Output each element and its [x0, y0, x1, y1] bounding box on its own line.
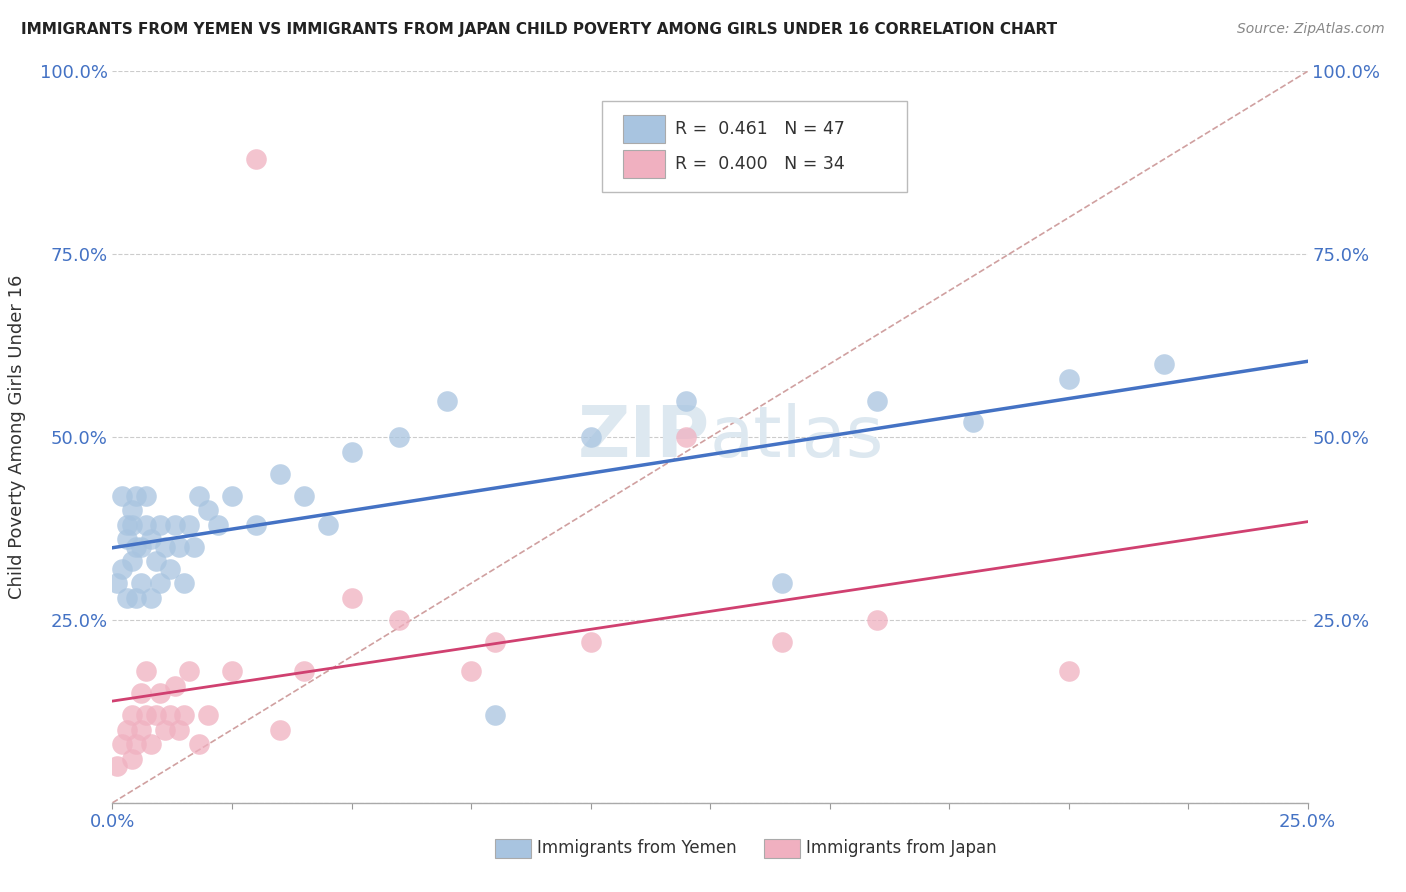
Point [579, 430, 602, 444]
FancyBboxPatch shape [603, 101, 907, 192]
Point [866, 393, 889, 408]
Point [197, 503, 219, 517]
Text: IMMIGRANTS FROM YEMEN VS IMMIGRANTS FROM JAPAN CHILD POVERTY AMONG GIRLS UNDER 1: IMMIGRANTS FROM YEMEN VS IMMIGRANTS FROM… [21, 22, 1057, 37]
Point [115, 533, 138, 547]
Point [187, 489, 209, 503]
Point [121, 517, 143, 532]
Point [436, 393, 458, 408]
Point [139, 533, 162, 547]
Point [340, 591, 363, 605]
Point [135, 517, 157, 532]
Text: Immigrants from Japan: Immigrants from Japan [806, 839, 997, 857]
Text: R =  0.461   N = 47: R = 0.461 N = 47 [675, 120, 845, 138]
Point [163, 517, 186, 532]
FancyBboxPatch shape [623, 151, 665, 178]
Point [105, 576, 128, 591]
Point [121, 503, 143, 517]
Point [316, 517, 339, 532]
Point [187, 737, 209, 751]
Point [115, 517, 138, 532]
Point [153, 540, 176, 554]
Point [183, 540, 205, 554]
Point [770, 576, 793, 591]
Point [121, 752, 143, 766]
Point [245, 152, 267, 166]
Point [135, 489, 157, 503]
Point [149, 517, 172, 532]
Point [484, 635, 506, 649]
Text: Immigrants from Yemen: Immigrants from Yemen [537, 839, 737, 857]
Text: atlas: atlas [710, 402, 884, 472]
Point [484, 708, 506, 723]
Point [111, 737, 134, 751]
Point [111, 489, 134, 503]
Point [388, 613, 411, 627]
Point [125, 489, 148, 503]
Text: ZIP: ZIP [578, 402, 710, 472]
Point [221, 664, 243, 678]
Point [121, 708, 143, 723]
Point [207, 517, 229, 532]
Point [173, 708, 195, 723]
Y-axis label: Child Poverty Among Girls Under 16: Child Poverty Among Girls Under 16 [7, 275, 25, 599]
Point [135, 708, 157, 723]
Point [173, 576, 195, 591]
Point [177, 517, 200, 532]
Point [675, 430, 697, 444]
Point [962, 416, 984, 430]
Point [153, 723, 176, 737]
Point [145, 554, 167, 568]
Point [129, 723, 152, 737]
Point [245, 517, 267, 532]
Point [115, 723, 138, 737]
Point [139, 591, 162, 605]
Text: R =  0.400   N = 34: R = 0.400 N = 34 [675, 155, 845, 173]
Point [460, 664, 482, 678]
Point [1057, 664, 1080, 678]
FancyBboxPatch shape [495, 839, 531, 858]
Point [115, 591, 138, 605]
Point [169, 540, 191, 554]
Text: Source: ZipAtlas.com: Source: ZipAtlas.com [1237, 22, 1385, 37]
Point [269, 467, 291, 481]
Point [125, 540, 148, 554]
Point [159, 708, 181, 723]
Point [135, 664, 157, 678]
Point [269, 723, 291, 737]
Point [149, 576, 172, 591]
Point [139, 737, 162, 751]
Point [292, 489, 315, 503]
Point [197, 708, 219, 723]
Point [221, 489, 243, 503]
Point [149, 686, 172, 700]
Point [292, 664, 315, 678]
FancyBboxPatch shape [763, 839, 800, 858]
Point [675, 393, 697, 408]
FancyBboxPatch shape [623, 115, 665, 143]
Point [1057, 371, 1080, 385]
Point [866, 613, 889, 627]
Point [177, 664, 200, 678]
Point [129, 686, 152, 700]
Point [125, 737, 148, 751]
Point [340, 444, 363, 458]
Point [388, 430, 411, 444]
Point [121, 554, 143, 568]
Point [1153, 357, 1175, 371]
Point [129, 576, 152, 591]
Point [111, 562, 134, 576]
Point [159, 562, 181, 576]
Point [163, 679, 186, 693]
Point [105, 759, 128, 773]
Point [145, 708, 167, 723]
Point [125, 591, 148, 605]
Point [169, 723, 191, 737]
Point [770, 635, 793, 649]
Point [129, 540, 152, 554]
Point [579, 635, 602, 649]
